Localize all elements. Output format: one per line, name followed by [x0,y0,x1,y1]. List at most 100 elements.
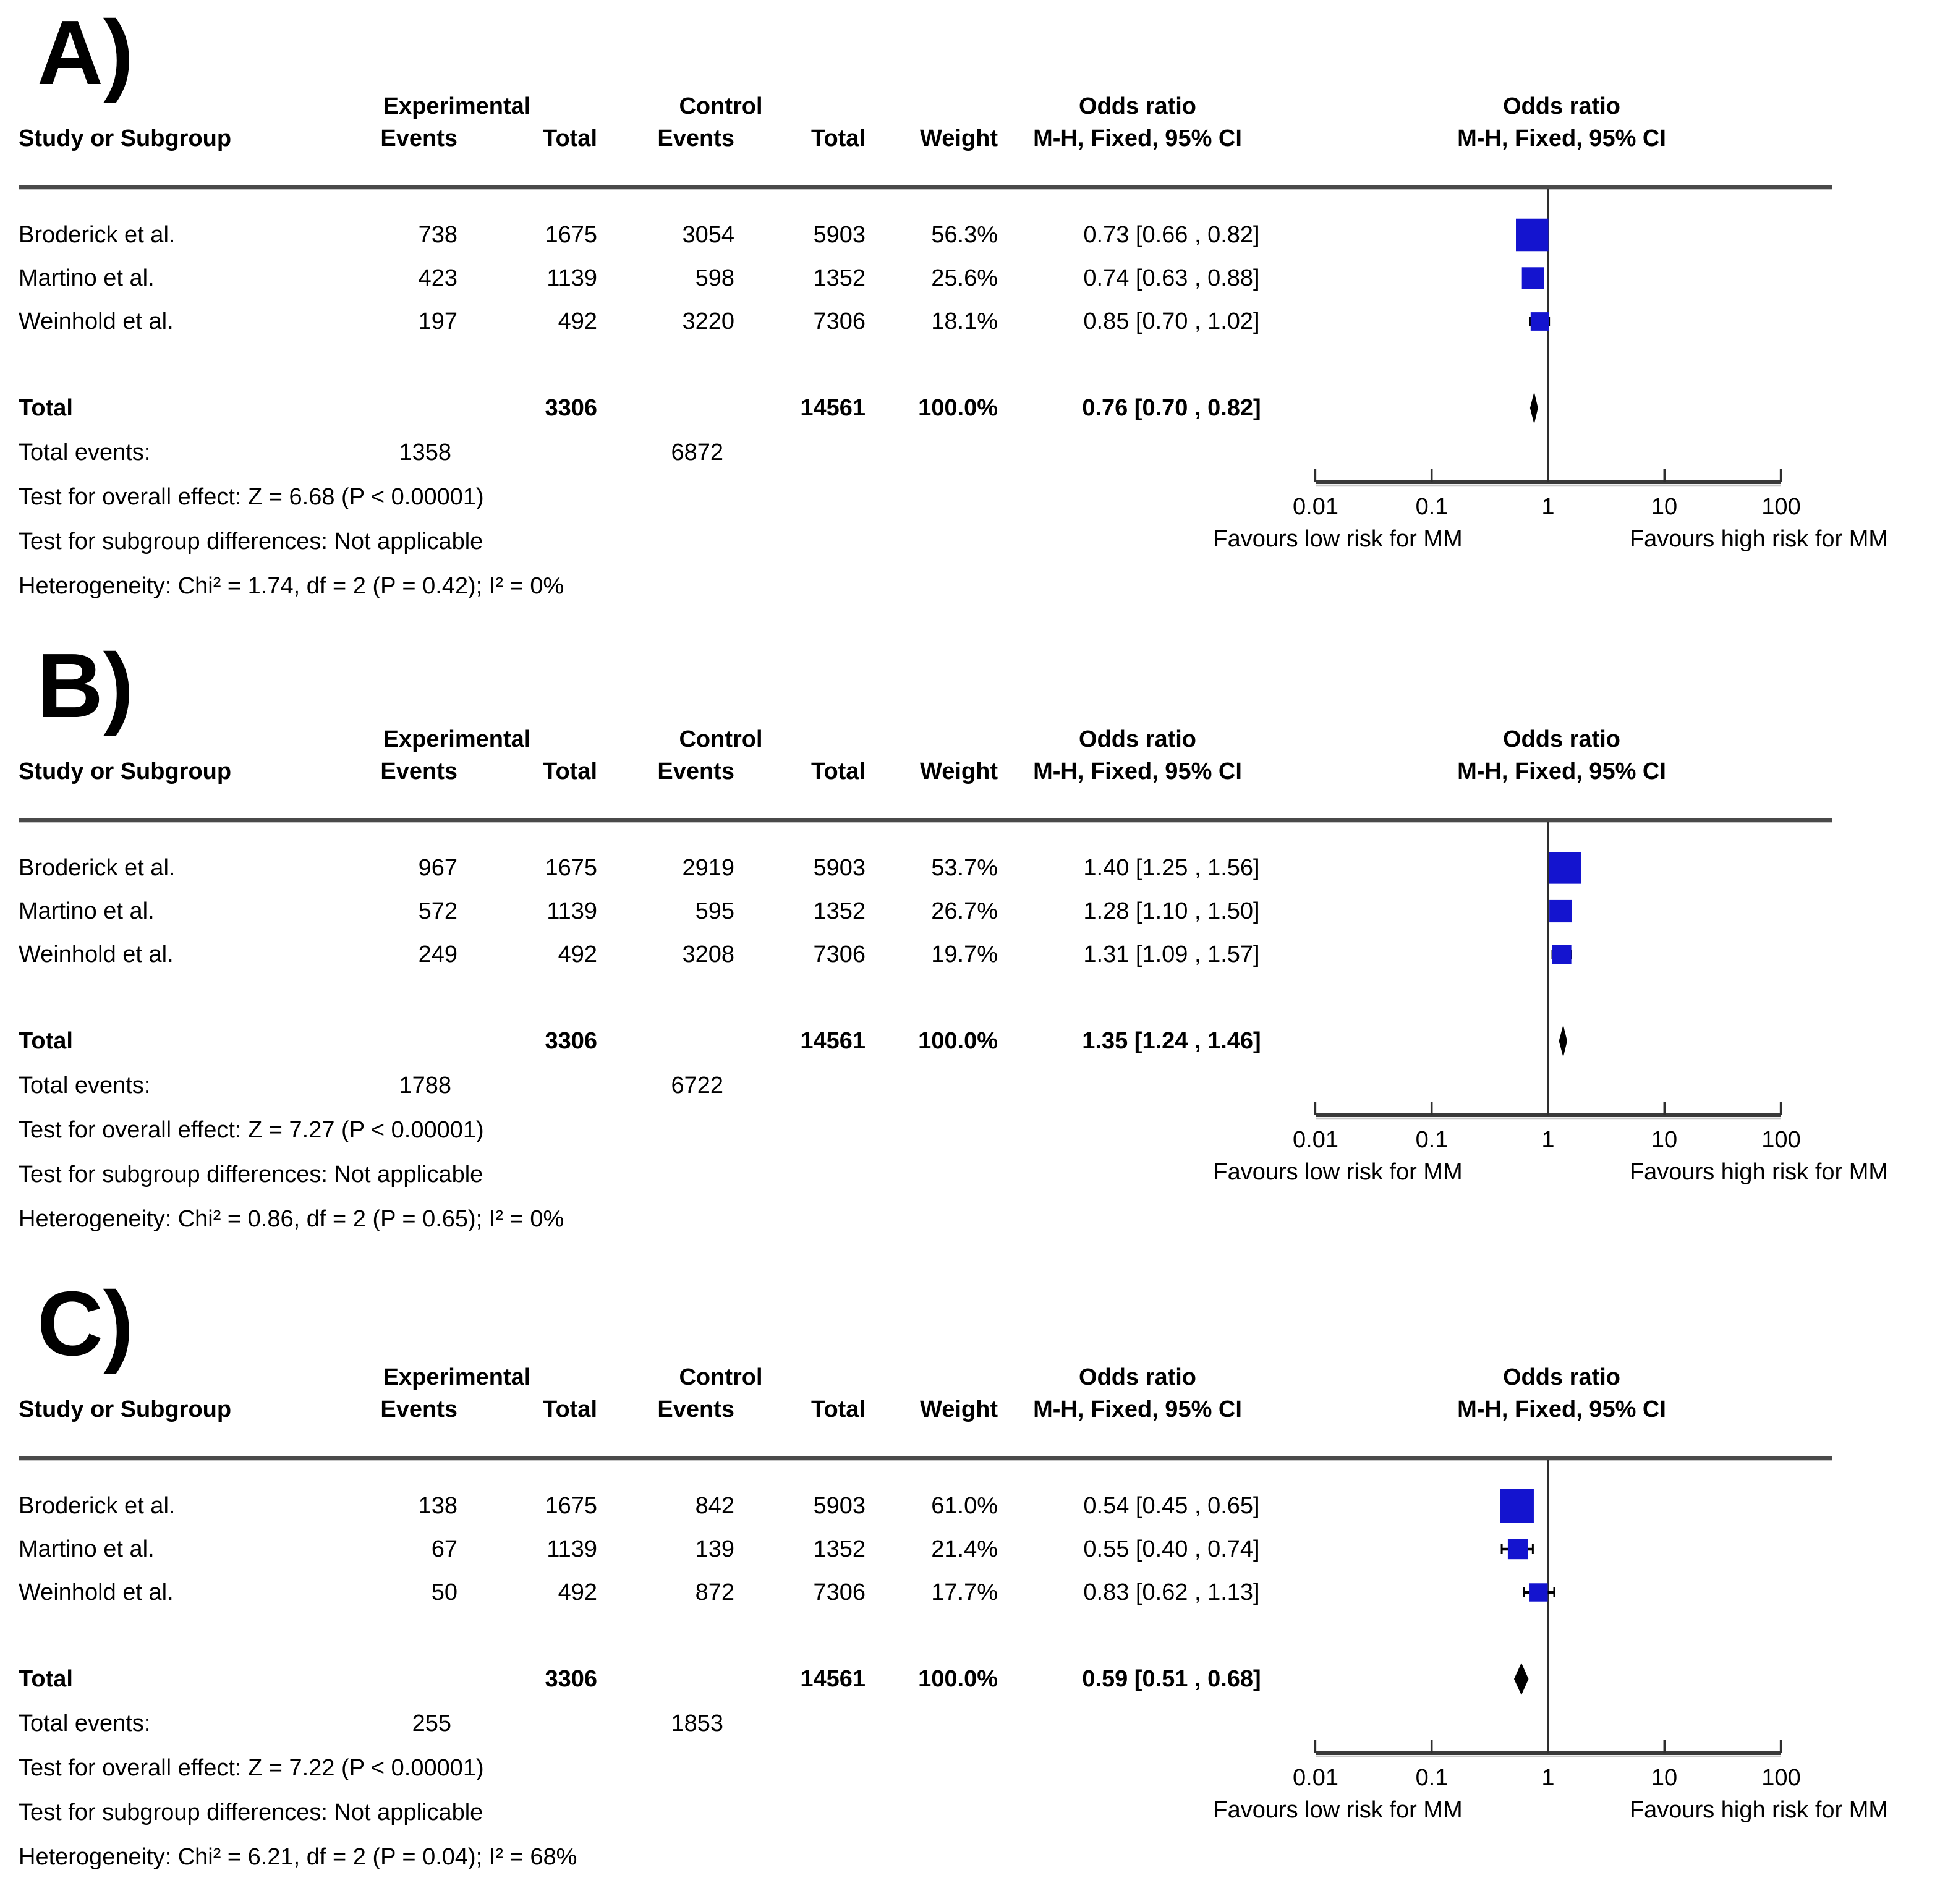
total-control: 14561 [800,1666,866,1692]
panel-c-label: C) [37,1273,134,1375]
study-name: Broderick et al. [19,855,176,881]
experimental-events: 67 [431,1536,457,1562]
experimental-total: 1675 [545,855,597,881]
experimental-total: 1139 [547,1536,597,1562]
study-or-subgroup-header: Study or Subgroup [19,759,232,784]
test-subgroup-differences: Test for subgroup differences: Not appli… [19,1800,483,1825]
axis-tick-label: 10 [1651,494,1678,520]
odds-ratio-column-header: Odds ratio [1078,726,1197,752]
total-odds-ratio-ci-text: 0.76 [0.70 , 0.82] [1082,395,1261,421]
experimental-events-header: Events [380,125,457,151]
study-name: Martino et al. [19,898,155,924]
panel-c: C) Experimental Control Odds ratio Odds … [0,1271,1940,1904]
experimental-group-header: Experimental [383,1364,531,1390]
total-experimental: 3306 [545,395,597,421]
odds-ratio-ci-text: 1.28 [1.10 , 1.50] [1083,898,1260,924]
weight-header: Weight [920,125,998,151]
control-total: 7306 [813,941,866,967]
odds-ratio-column-header: Odds ratio [1078,1364,1197,1390]
control-total-header: Total [811,125,866,151]
heterogeneity-stats: Heterogeneity: Chi² = 6.21, df = 2 (P = … [19,1844,577,1870]
control-events: 598 [695,265,734,291]
axis-tick-label: 100 [1761,1765,1801,1791]
total-events-label: Total events: [19,440,151,465]
control-total: 5903 [813,1493,866,1519]
favours-right-label: Favours high risk for MM [1629,526,1889,552]
odds-ratio-plot-header: Odds ratio [1502,93,1621,119]
heterogeneity-stats: Heterogeneity: Chi² = 1.74, df = 2 (P = … [19,573,564,599]
control-total: 1352 [813,898,866,924]
odds-ratio-column-header: Odds ratio [1078,93,1197,119]
test-subgroup-differences: Test for subgroup differences: Not appli… [19,1162,483,1188]
total-weight: 100.0% [918,1666,998,1692]
control-group-header: Control [679,93,763,119]
weight-value: 26.7% [931,898,998,924]
header-rule [19,818,1832,823]
weight-header: Weight [920,1396,998,1422]
control-events: 139 [695,1536,734,1562]
experimental-events: 50 [431,1579,457,1605]
axis-tick-label: 0.01 [1293,494,1338,520]
experimental-group-header: Experimental [383,93,531,119]
experimental-events: 572 [418,898,457,924]
header-rule [19,185,1832,190]
weight-header: Weight [920,759,998,784]
total-label: Total [19,1028,73,1054]
total-odds-ratio-ci-text: 0.59 [0.51 , 0.68] [1082,1666,1261,1692]
axis-tick-label: 1 [1541,494,1555,520]
experimental-events-header: Events [380,1396,457,1422]
odds-ratio-ci-text: 0.74 [0.63 , 0.88] [1083,265,1260,291]
experimental-events: 249 [418,941,457,967]
control-events: 3054 [682,222,734,248]
experimental-total-header: Total [543,1396,597,1422]
total-odds-ratio-ci-text: 1.35 [1.24 , 1.46] [1082,1028,1261,1054]
mh-fixed-ci-plot-header: M-H, Fixed, 95% CI [1457,759,1666,784]
experimental-events: 738 [418,222,457,248]
control-group-header: Control [679,726,763,752]
odds-ratio-plot-header: Odds ratio [1502,726,1621,752]
weight-value: 53.7% [931,855,998,881]
heterogeneity-stats: Heterogeneity: Chi² = 0.86, df = 2 (P = … [19,1206,564,1232]
favours-right-label: Favours high risk for MM [1629,1797,1889,1823]
control-events: 842 [695,1493,734,1519]
total-label: Total [19,395,73,421]
control-group-header: Control [679,1364,763,1390]
test-overall-effect: Test for overall effect: Z = 7.27 (P < 0… [19,1117,484,1143]
favours-left-label: Favours low risk for MM [1213,1797,1463,1823]
mh-fixed-ci-header: M-H, Fixed, 95% CI [1033,759,1242,784]
axis-tick-label: 10 [1651,1127,1678,1153]
axis-tick-label: 0.01 [1293,1765,1338,1791]
test-overall-effect: Test for overall effect: Z = 6.68 (P < 0… [19,484,484,510]
favours-left-label: Favours low risk for MM [1213,1159,1463,1185]
axis-tick-label: 100 [1761,1127,1801,1153]
panel-b-label: B) [37,635,134,737]
odds-ratio-ci-text: 1.40 [1.25 , 1.56] [1083,855,1260,881]
experimental-total: 492 [558,1579,597,1605]
experimental-events: 138 [418,1493,457,1519]
total-events-label: Total events: [19,1711,151,1736]
weight-value: 56.3% [931,222,998,248]
total-events-control: 6872 [671,440,723,465]
experimental-total-header: Total [543,759,597,784]
mh-fixed-ci-header: M-H, Fixed, 95% CI [1033,1396,1242,1422]
odds-ratio-ci-text: 0.85 [0.70 , 1.02] [1083,308,1260,334]
total-label: Total [19,1666,73,1692]
experimental-events: 423 [418,265,457,291]
test-overall-effect: Test for overall effect: Z = 7.22 (P < 0… [19,1755,484,1781]
odds-ratio-ci-text: 0.55 [0.40 , 0.74] [1083,1536,1260,1562]
total-events-experimental: 255 [412,1711,451,1736]
favours-left-label: Favours low risk for MM [1213,526,1463,552]
control-events: 2919 [682,855,734,881]
experimental-total: 1139 [547,265,597,291]
control-events: 595 [695,898,734,924]
experimental-total-header: Total [543,125,597,151]
experimental-events-header: Events [380,759,457,784]
experimental-total: 492 [558,308,597,334]
experimental-total: 1139 [547,898,597,924]
axis-tick-label: 0.01 [1293,1127,1338,1153]
axis-tick-label: 100 [1761,494,1801,520]
weight-value: 21.4% [931,1536,998,1562]
total-events-experimental: 1788 [399,1073,451,1099]
weight-value: 18.1% [931,308,998,334]
weight-value: 25.6% [931,265,998,291]
